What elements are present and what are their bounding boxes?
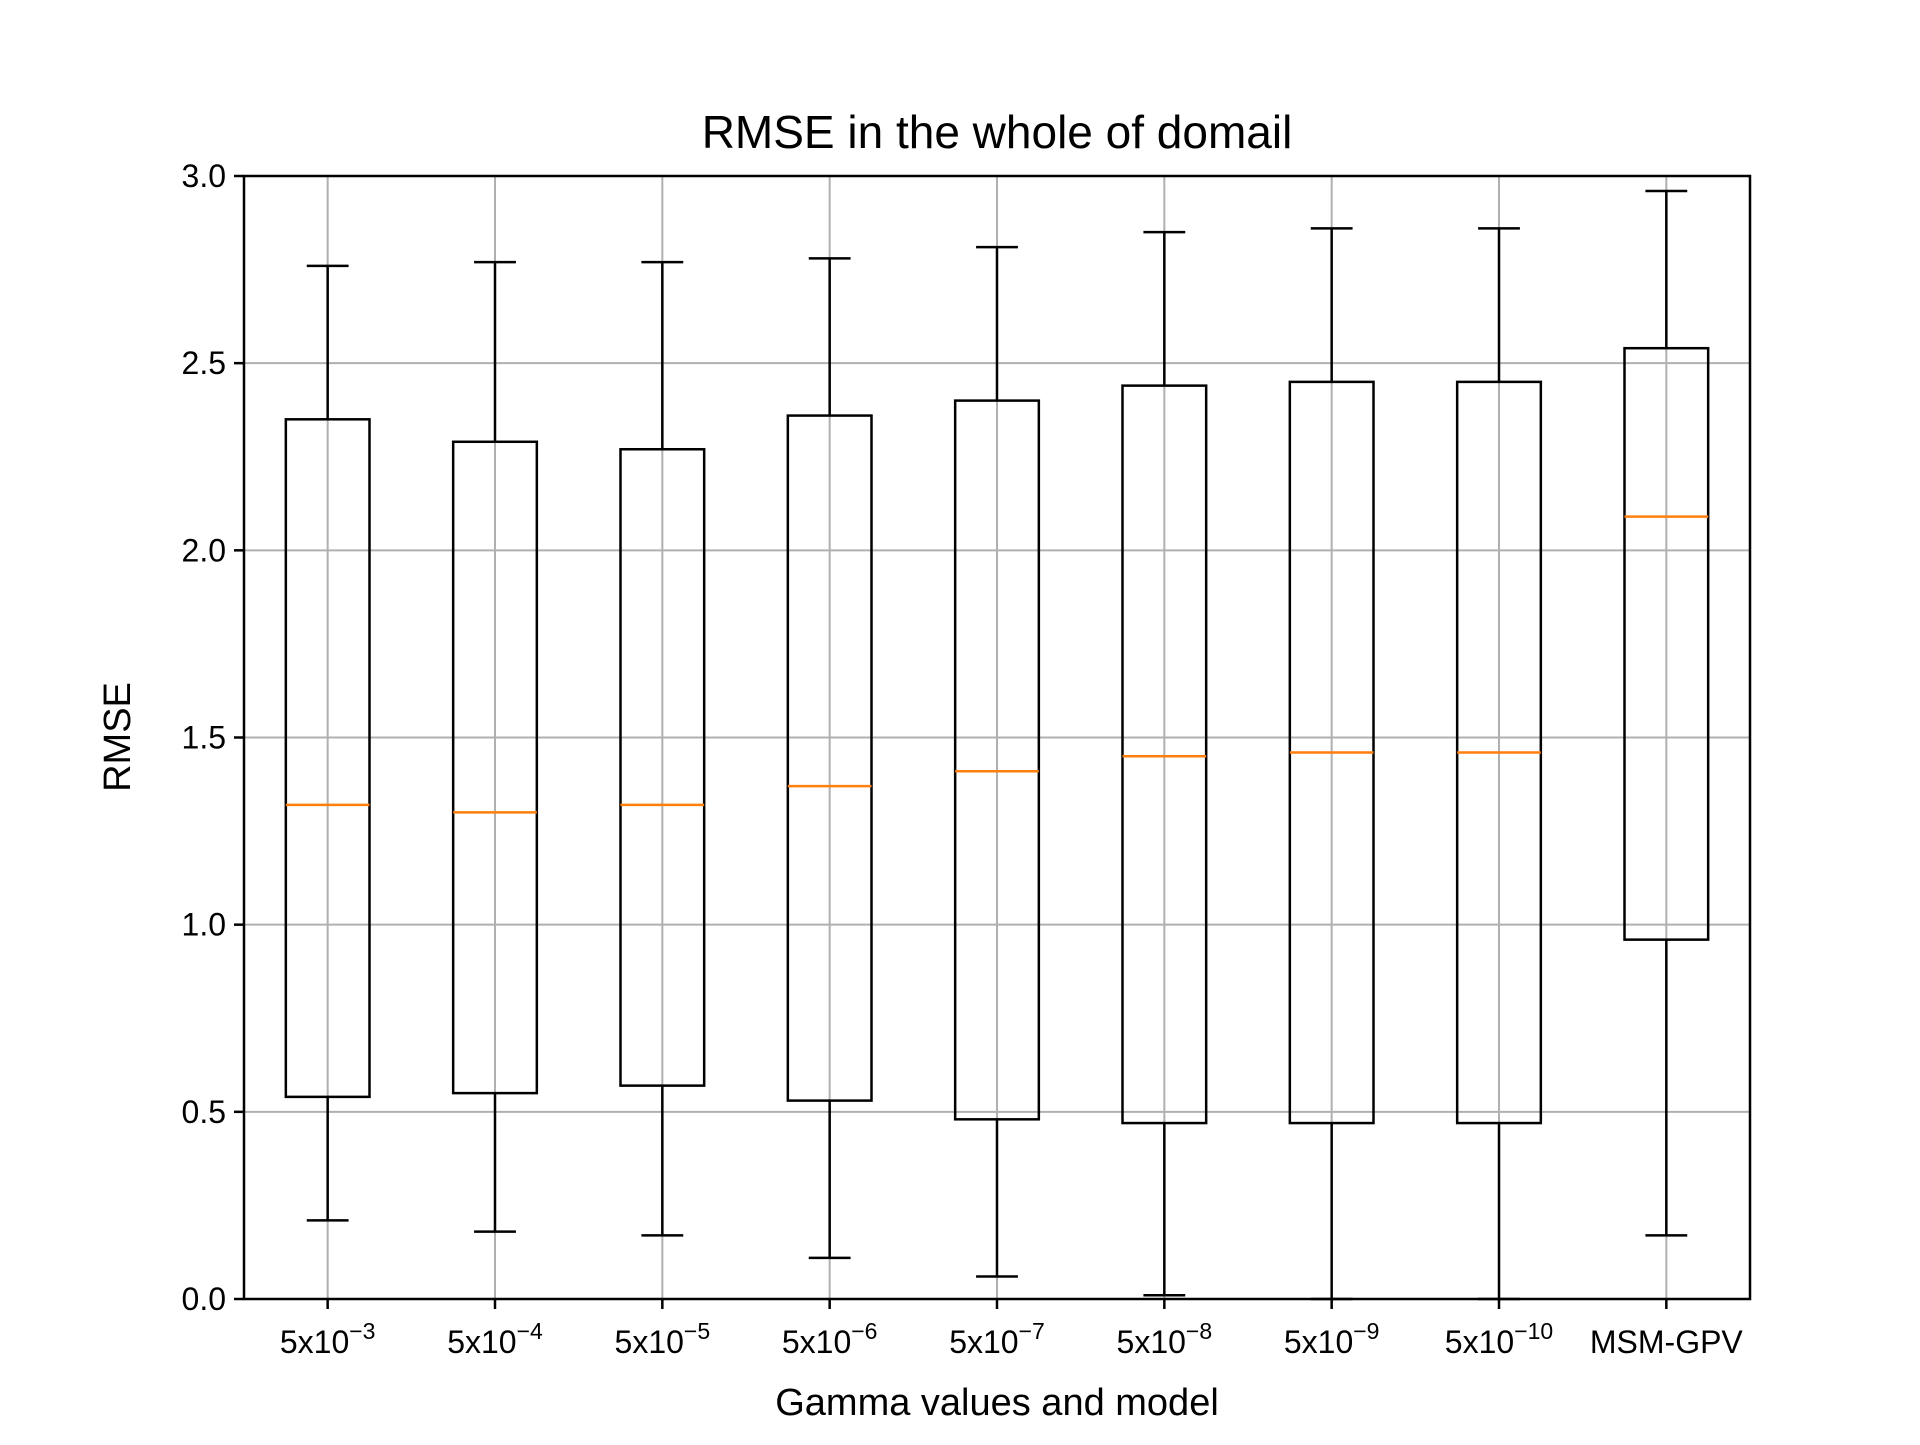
box-group <box>1623 189 1710 1237</box>
iqr-box <box>953 399 1041 1121</box>
x-axis-label: Gamma values and model <box>775 1382 1219 1424</box>
chart-title: RMSE in the whole of domail <box>702 106 1293 158</box>
iqr-box <box>1121 384 1208 1125</box>
x-tick-label: 5x10−9 <box>1284 1318 1380 1360</box>
x-tick-label: 5x10−8 <box>1117 1318 1213 1360</box>
box-group <box>1121 230 1208 1297</box>
box-group <box>786 257 873 1260</box>
iqr-box <box>451 440 539 1095</box>
y-tick-label: 3.0 <box>182 158 226 194</box>
y-tick-label: 2.5 <box>182 345 226 381</box>
iqr-box <box>1623 346 1710 941</box>
y-tick-label: 1.5 <box>182 720 226 756</box>
box-group <box>1455 227 1543 1301</box>
tick-layer: 0.0 0.5 1.0 1.5 2.0 2.5 3.0 5x10−3 5x10−4 5x10−5 5… <box>182 158 1744 1360</box>
x-tick-label: MSM-GPV <box>1590 1324 1744 1360</box>
x-tick-label: 5x10−7 <box>949 1318 1045 1360</box>
y-tick-label: 2.0 <box>182 532 226 568</box>
y-tick-label: 0.0 <box>182 1281 226 1317</box>
box-group <box>953 245 1041 1278</box>
y-tick-label: 0.5 <box>182 1094 226 1130</box>
box-group <box>284 264 371 1222</box>
iqr-box <box>619 448 706 1087</box>
x-tick-label: 5x10−6 <box>782 1318 878 1360</box>
x-tick-label: 5x10−5 <box>615 1318 711 1360</box>
x-tick-label: 5x10−3 <box>280 1318 376 1360</box>
box-group <box>619 260 706 1237</box>
x-tick-label: 5x10−10 <box>1445 1318 1553 1360</box>
x-tick-label: 5x10−4 <box>447 1318 543 1360</box>
iqr-box <box>284 418 371 1099</box>
box-group <box>451 260 539 1233</box>
iqr-box <box>786 414 873 1102</box>
y-axis-label: RMSE <box>97 682 139 792</box>
y-tick-label: 1.0 <box>182 907 226 943</box>
box-layer <box>284 189 1710 1301</box>
